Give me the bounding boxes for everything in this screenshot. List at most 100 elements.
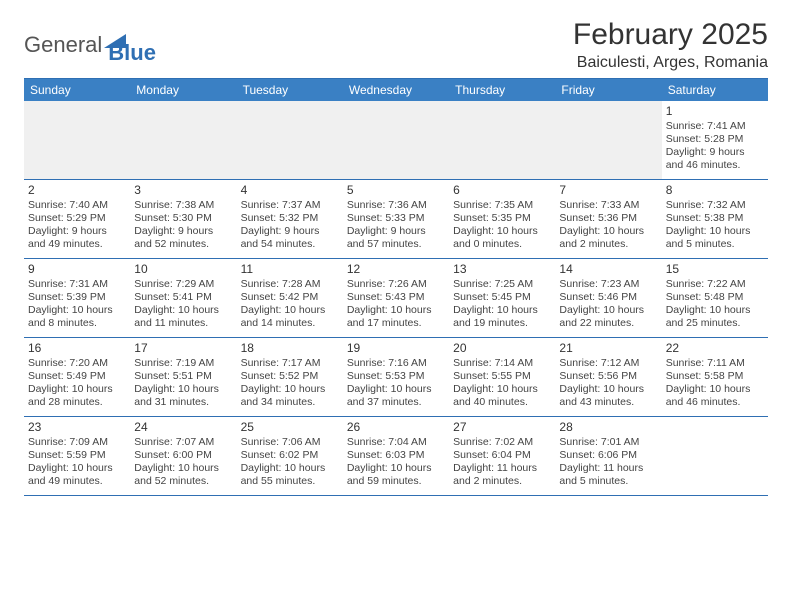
daylight-text: Daylight: 10 hours and 22 minutes. [559, 304, 657, 330]
daylight-text: Daylight: 9 hours and 54 minutes. [241, 225, 339, 251]
day-number: 1 [666, 104, 764, 119]
daylight-text: Daylight: 10 hours and 52 minutes. [134, 462, 232, 488]
day-cell: 15Sunrise: 7:22 AMSunset: 5:48 PMDayligh… [662, 259, 768, 337]
sunrise-text: Sunrise: 7:37 AM [241, 199, 339, 212]
sunrise-text: Sunrise: 7:14 AM [453, 357, 551, 370]
brand-logo: General Blue [24, 18, 156, 66]
month-title: February 2025 [573, 18, 768, 52]
day-number: 25 [241, 420, 339, 435]
day-number: 9 [28, 262, 126, 277]
daylight-text: Daylight: 10 hours and 11 minutes. [134, 304, 232, 330]
sunrise-text: Sunrise: 7:17 AM [241, 357, 339, 370]
sunset-text: Sunset: 6:06 PM [559, 449, 657, 462]
day-cell: 28Sunrise: 7:01 AMSunset: 6:06 PMDayligh… [555, 417, 661, 495]
sunset-text: Sunset: 5:32 PM [241, 212, 339, 225]
sunset-text: Sunset: 5:42 PM [241, 291, 339, 304]
daylight-text: Daylight: 9 hours and 49 minutes. [28, 225, 126, 251]
sunset-text: Sunset: 5:41 PM [134, 291, 232, 304]
day-cell: 1Sunrise: 7:41 AMSunset: 5:28 PMDaylight… [662, 101, 768, 179]
empty-cell [662, 417, 768, 495]
day-cell: 4Sunrise: 7:37 AMSunset: 5:32 PMDaylight… [237, 180, 343, 258]
day-number: 6 [453, 183, 551, 198]
day-cell: 2Sunrise: 7:40 AMSunset: 5:29 PMDaylight… [24, 180, 130, 258]
day-number: 20 [453, 341, 551, 356]
sunset-text: Sunset: 5:59 PM [28, 449, 126, 462]
sunrise-text: Sunrise: 7:23 AM [559, 278, 657, 291]
day-number: 11 [241, 262, 339, 277]
day-number: 19 [347, 341, 445, 356]
location-text: Baiculesti, Arges, Romania [573, 54, 768, 72]
day-cell: 12Sunrise: 7:26 AMSunset: 5:43 PMDayligh… [343, 259, 449, 337]
daylight-text: Daylight: 10 hours and 0 minutes. [453, 225, 551, 251]
daylight-text: Daylight: 10 hours and 43 minutes. [559, 383, 657, 409]
sunrise-text: Sunrise: 7:06 AM [241, 436, 339, 449]
sunset-text: Sunset: 6:03 PM [347, 449, 445, 462]
day-number: 14 [559, 262, 657, 277]
sunrise-text: Sunrise: 7:41 AM [666, 120, 764, 133]
day-cell: 7Sunrise: 7:33 AMSunset: 5:36 PMDaylight… [555, 180, 661, 258]
week-row: 23Sunrise: 7:09 AMSunset: 5:59 PM Dayligh… [24, 417, 768, 496]
sunrise-text: Sunrise: 7:26 AM [347, 278, 445, 291]
sunset-text: Sunset: 5:55 PM [453, 370, 551, 383]
sunrise-text: Sunrise: 7:32 AM [666, 199, 764, 212]
sunset-text: Sunset: 5:33 PM [347, 212, 445, 225]
day-number: 23 [28, 420, 126, 435]
day-cell: 27Sunrise: 7:02 AMSunset: 6:04 PMDayligh… [449, 417, 555, 495]
daylight-text: Daylight: 10 hours and 46 minutes. [666, 383, 764, 409]
day-number: 5 [347, 183, 445, 198]
day-cell: 16Sunrise: 7:20 AMSunset: 5:49 PMDayligh… [24, 338, 130, 416]
daylight-text: Daylight: 10 hours and 37 minutes. [347, 383, 445, 409]
daylight-text: Daylight: 10 hours and 14 minutes. [241, 304, 339, 330]
sunrise-text: Sunrise: 7:07 AM [134, 436, 232, 449]
sunrise-text: Sunrise: 7:31 AM [28, 278, 126, 291]
daylight-text: Daylight: 10 hours and 34 minutes. [241, 383, 339, 409]
week-row: 16Sunrise: 7:20 AMSunset: 5:49 PM Dayligh… [24, 338, 768, 417]
day-cell: 20Sunrise: 7:14 AMSunset: 5:55 PMDayligh… [449, 338, 555, 416]
daylight-text: Daylight: 10 hours and 8 minutes. [28, 304, 126, 330]
brand-word1: General [24, 32, 102, 58]
sunrise-text: Sunrise: 7:25 AM [453, 278, 551, 291]
day-name: Tuesday [237, 79, 343, 101]
header: General Blue February 2025 Baiculesti, A… [24, 18, 768, 72]
sunset-text: Sunset: 5:28 PM [666, 133, 764, 146]
empty-cell [24, 101, 130, 179]
sunrise-text: Sunrise: 7:04 AM [347, 436, 445, 449]
day-number: 13 [453, 262, 551, 277]
sunrise-text: Sunrise: 7:09 AM [28, 436, 126, 449]
sunrise-text: Sunrise: 7:36 AM [347, 199, 445, 212]
daylight-text: Daylight: 11 hours and 5 minutes. [559, 462, 657, 488]
day-cell: 3Sunrise: 7:38 AMSunset: 5:30 PMDaylight… [130, 180, 236, 258]
calendar: SundayMondayTuesdayWednesdayThursdayFrid… [24, 78, 768, 496]
sunset-text: Sunset: 6:02 PM [241, 449, 339, 462]
day-number: 22 [666, 341, 764, 356]
sunrise-text: Sunrise: 7:22 AM [666, 278, 764, 291]
week-row: 1Sunrise: 7:41 AMSunset: 5:28 PMDaylight… [24, 101, 768, 180]
sunset-text: Sunset: 5:56 PM [559, 370, 657, 383]
sunrise-text: Sunrise: 7:20 AM [28, 357, 126, 370]
sunset-text: Sunset: 5:52 PM [241, 370, 339, 383]
day-cell: 11Sunrise: 7:28 AMSunset: 5:42 PMDayligh… [237, 259, 343, 337]
sunset-text: Sunset: 5:45 PM [453, 291, 551, 304]
daylight-text: Daylight: 10 hours and 19 minutes. [453, 304, 551, 330]
sunrise-text: Sunrise: 7:19 AM [134, 357, 232, 370]
day-number: 24 [134, 420, 232, 435]
sunrise-text: Sunrise: 7:35 AM [453, 199, 551, 212]
daylight-text: Daylight: 11 hours and 2 minutes. [453, 462, 551, 488]
day-number: 4 [241, 183, 339, 198]
day-cell: 22Sunrise: 7:11 AMSunset: 5:58 PMDayligh… [662, 338, 768, 416]
day-name: Thursday [449, 79, 555, 101]
sunset-text: Sunset: 5:53 PM [347, 370, 445, 383]
daylight-text: Daylight: 10 hours and 40 minutes. [453, 383, 551, 409]
week-row: 9Sunrise: 7:31 AMSunset: 5:39 PMDaylight… [24, 259, 768, 338]
day-number: 16 [28, 341, 126, 356]
sunrise-text: Sunrise: 7:02 AM [453, 436, 551, 449]
day-cell: 19Sunrise: 7:16 AMSunset: 5:53 PMDayligh… [343, 338, 449, 416]
brand-word2: Blue [108, 40, 156, 66]
day-cell: 26Sunrise: 7:04 AMSunset: 6:03 PMDayligh… [343, 417, 449, 495]
sunrise-text: Sunrise: 7:38 AM [134, 199, 232, 212]
daylight-text: Daylight: 9 hours and 57 minutes. [347, 225, 445, 251]
empty-cell [130, 101, 236, 179]
sunset-text: Sunset: 5:49 PM [28, 370, 126, 383]
sunset-text: Sunset: 5:51 PM [134, 370, 232, 383]
day-number: 18 [241, 341, 339, 356]
